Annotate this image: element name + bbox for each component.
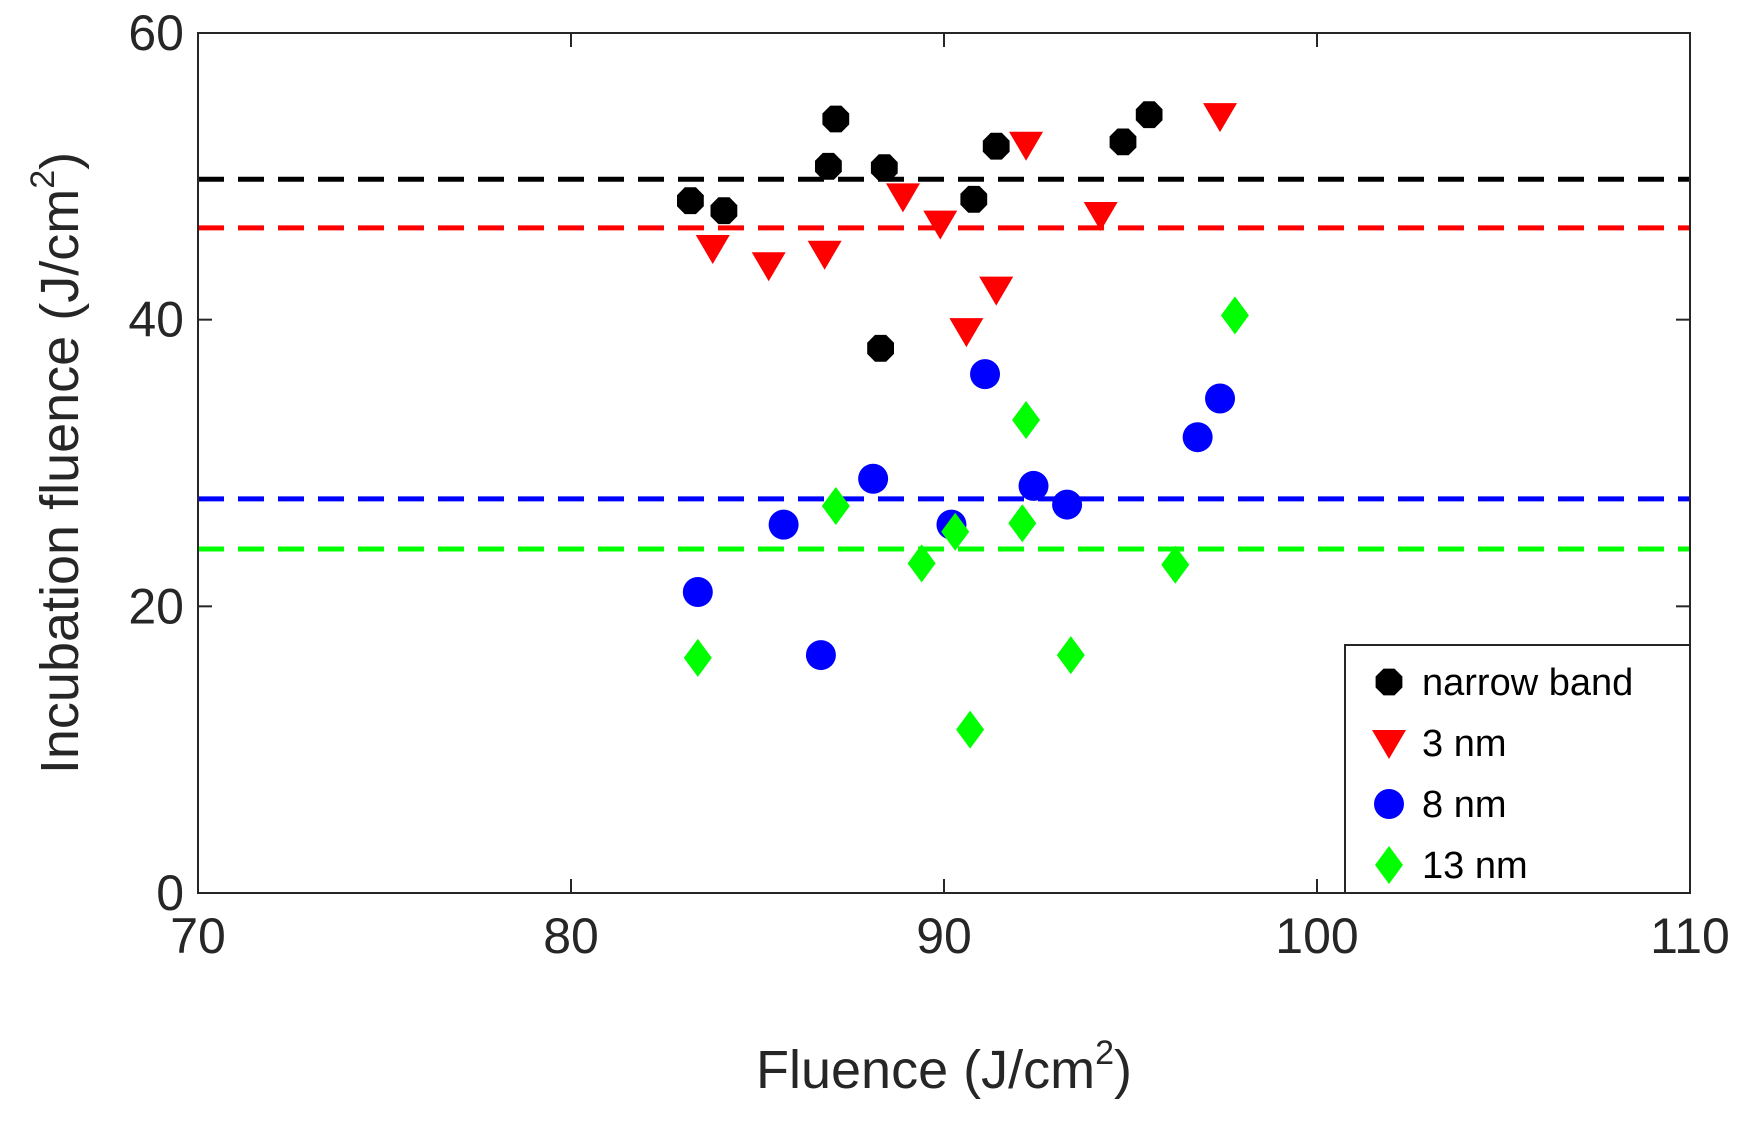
x-tick-label: 80 [543, 908, 599, 964]
data-point-narrow-band [1135, 101, 1163, 129]
x-tick-label: 90 [916, 908, 972, 964]
data-point-narrow-band [710, 197, 738, 225]
y-tick-label: 0 [156, 865, 184, 921]
data-point-3-nm [1083, 202, 1118, 232]
legend-label-8-nm: 8 nm [1422, 784, 1506, 826]
legend: narrow band 3 nm 8 nm 13 nm [1344, 644, 1691, 894]
data-point-13-nm [1056, 636, 1085, 675]
data-point-13-nm [1012, 401, 1041, 439]
data-point-8-nm [858, 463, 889, 494]
data-point-3-nm [979, 276, 1014, 306]
data-point-narrow-band [677, 187, 704, 215]
x-tick-label: 70 [170, 908, 226, 964]
data-point-13-nm [907, 544, 936, 583]
data-point-3-nm [885, 183, 920, 213]
plot-frame [197, 32, 1691, 894]
data-point-3-nm [695, 235, 730, 264]
legend-marker-8-nm [1374, 789, 1404, 819]
data-point-8-nm [805, 640, 836, 671]
data-point-narrow-band [822, 105, 850, 133]
data-point-8-nm [768, 509, 799, 540]
data-point-8-nm [970, 359, 1001, 390]
y-tick-label: 60 [128, 5, 184, 61]
data-point-narrow-band [982, 132, 1010, 160]
x-tick-label: 110 [1650, 908, 1730, 964]
threshold-lines [198, 176, 1690, 552]
data-point-3-nm [807, 240, 842, 270]
data-point-narrow-band [867, 334, 894, 362]
data-point-narrow-band [870, 154, 898, 182]
data-point-13-nm [1161, 545, 1190, 584]
legend-items: narrow band 3 nm 8 nm 13 nm [1372, 662, 1633, 887]
data-point-narrow-band [1109, 128, 1137, 156]
legend-marker-3-nm [1372, 730, 1406, 759]
data-point-3-nm [949, 318, 984, 348]
data-markers [677, 101, 1249, 749]
data-point-8-nm [1018, 470, 1049, 501]
data-point-3-nm [751, 252, 786, 282]
data-point-13-nm [683, 638, 712, 677]
data-point-3-nm [1203, 103, 1238, 133]
data-point-3-nm [923, 210, 958, 240]
data-point-13-nm [1008, 504, 1037, 543]
data-point-8-nm [682, 577, 713, 607]
tick-labels: 70 80 90 100 110 0 20 40 60 [128, 5, 1729, 964]
x-tick-label: 100 [1275, 908, 1358, 964]
y-tick-label: 20 [128, 578, 184, 634]
legend-box [1344, 644, 1691, 894]
legend-label-3-nm: 3 nm [1422, 723, 1506, 765]
y-axis-title: Incubation fluence (J/cm2) [24, 152, 90, 774]
legend-label-13-nm: 13 nm [1422, 845, 1528, 887]
data-point-8-nm [1182, 422, 1213, 453]
legend-marker-13-nm [1375, 846, 1403, 884]
y-tick-label: 40 [128, 292, 184, 348]
legend-label-narrow-band: narrow band [1422, 662, 1633, 704]
data-point-8-nm [1205, 383, 1236, 414]
x-axis-title: Fluence (J/cm2) [756, 1034, 1132, 1100]
data-point-13-nm [941, 512, 970, 551]
data-point-13-nm [1220, 296, 1249, 335]
legend-marker-narrow-band [1375, 668, 1403, 696]
data-point-3-nm [1009, 131, 1044, 161]
data-point-13-nm [956, 710, 985, 749]
data-point-narrow-band [960, 185, 988, 213]
data-point-narrow-band [815, 152, 842, 180]
data-point-8-nm [1052, 489, 1083, 520]
data-point-13-nm [821, 487, 850, 525]
